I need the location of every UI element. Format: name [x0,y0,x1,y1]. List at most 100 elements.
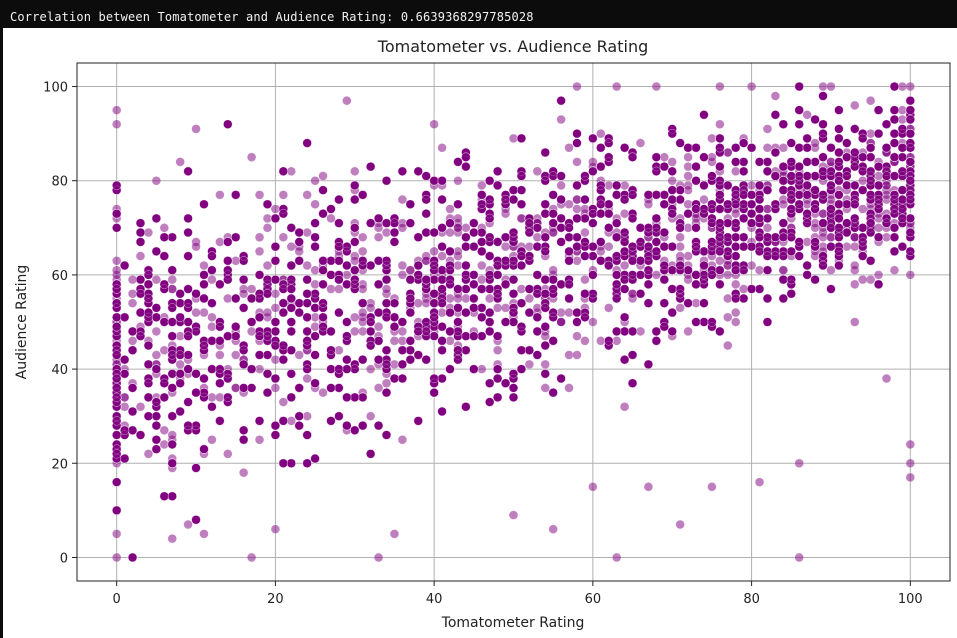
data-point [191,242,201,252]
data-point [881,190,892,200]
data-point [762,204,773,214]
data-point [620,180,630,191]
data-point [350,312,360,322]
data-point [810,138,820,148]
data-point [366,411,376,421]
data-point [207,322,217,332]
data-point [572,157,582,167]
data-point [151,350,161,360]
data-point [381,227,392,238]
data-point [437,143,447,153]
data-point [683,223,693,233]
data-point [397,270,407,280]
data-point [683,171,693,181]
data-point [199,260,209,271]
data-point [135,251,146,261]
data-point [397,223,407,233]
data-point [723,147,733,158]
data-point [310,279,320,289]
data-point [397,435,407,445]
data-point [850,100,860,110]
data-point [413,298,423,308]
data-point [358,307,368,318]
data-point [405,265,415,275]
data-point [381,378,392,388]
data-point [802,110,812,120]
data-point [572,194,582,205]
data-point [254,246,265,256]
data-point [350,326,360,337]
data-point [397,260,407,271]
data-point [334,345,344,355]
data-point [667,157,677,167]
data-point [596,129,606,139]
data-point [239,289,249,299]
data-point [397,326,407,337]
data-point [167,284,177,294]
data-point [778,143,788,153]
data-point [905,270,915,280]
data-point [826,232,836,242]
data-point [270,289,281,299]
cell-left-border [0,28,3,638]
data-point [699,194,709,205]
data-point [453,260,463,271]
data-point [151,275,161,285]
data-point [762,223,773,233]
data-point [508,133,519,143]
data-point [564,383,574,393]
data-point [215,237,225,247]
data-point [715,119,725,129]
data-point [286,416,296,426]
data-point [445,204,455,214]
data-point [127,336,138,346]
data-point [532,232,542,242]
data-point [397,336,407,346]
data-point [715,256,725,266]
data-point [318,388,328,398]
data-point [270,383,281,393]
data-point [262,223,273,233]
data-point [175,331,185,341]
data-point [675,232,685,242]
data-point [858,204,868,214]
data-point [278,190,288,200]
data-point [516,284,527,294]
data-point [739,284,749,294]
data-point [866,275,876,285]
data-point [350,256,360,266]
data-point [548,227,558,238]
data-point [524,242,534,252]
data-point [167,430,177,440]
data-point [873,171,884,181]
data-point [524,359,534,369]
data-point [127,289,138,299]
data-point [556,180,566,191]
data-point [564,350,574,360]
data-point [731,279,741,289]
data-point [493,303,503,313]
data-point [215,392,225,402]
data-point [564,307,574,318]
data-point [120,392,130,402]
data-point [294,246,304,256]
data-point [746,180,757,191]
data-point [723,312,733,322]
data-point [326,284,336,294]
data-point [707,133,717,143]
data-point [247,284,257,294]
data-point [858,275,868,285]
data-point [112,256,122,266]
data-point [651,270,661,280]
data-point [485,293,495,304]
data-point [207,275,217,285]
data-point [802,199,812,209]
data-point [421,256,431,266]
data-point [532,303,542,313]
data-point [897,114,907,125]
data-point [516,213,527,224]
data-point [278,232,288,242]
data-point [826,265,836,275]
data-point [159,439,169,450]
data-point [866,96,876,106]
